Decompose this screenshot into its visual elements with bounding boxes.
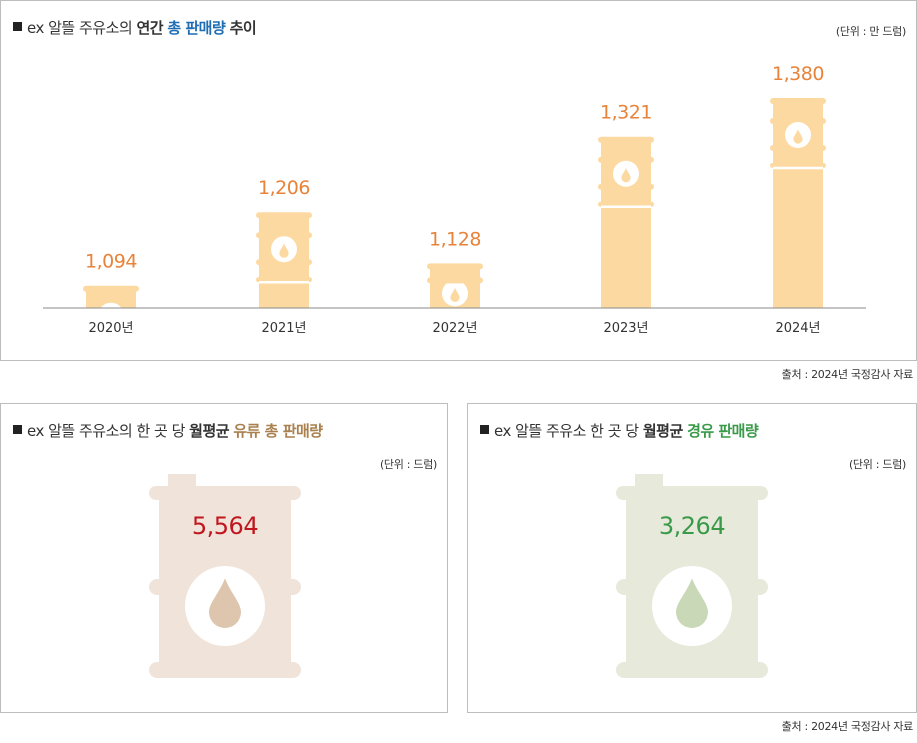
total-fuel-title-highlight: 유류 총 판매량 [233, 422, 323, 440]
total-fuel-title-bold: 월평균 [189, 422, 230, 440]
bar-2021년: 1,206 [256, 177, 312, 308]
barrel-rim [149, 486, 301, 500]
chart-title-bold: 연간 [136, 19, 164, 37]
oil-drop-icon [793, 129, 803, 144]
total-fuel-unit: (단위 : 드럼) [379, 458, 437, 471]
chart-unit: (단위 : 만 드럼) [835, 25, 906, 38]
bullet-square-icon [480, 425, 489, 434]
bar-value-label: 1,206 [258, 177, 310, 199]
x-tick-label: 2023년 [603, 321, 648, 336]
bar-chart: 1,094 2020년 1,206 2021년 1,128 2022년 1,321 2023년… [43, 63, 866, 336]
oil-drop-icon [621, 168, 631, 183]
bar [86, 288, 136, 308]
barrel-band [770, 118, 826, 124]
x-tick-label: 2024년 [775, 321, 820, 336]
chart-title-prefix: ex 알뜰 주유소의 [27, 19, 133, 37]
barrel-band [598, 156, 654, 163]
x-tick-label: 2022년 [432, 321, 477, 336]
oil-barrel-icon [149, 474, 301, 678]
barrel-band [256, 232, 312, 239]
oil-drop-icon [676, 578, 708, 628]
bar-value-label: 1,380 [772, 63, 824, 85]
source-note-bottom: 출처 : 2024년 국정감사 자료 [781, 720, 914, 733]
total-fuel-title-prefix: ex 알뜰 주유소의 한 곳 당 [27, 422, 185, 440]
bar-2022년: 1,128 [427, 228, 483, 308]
oil-barrel-icon [616, 474, 768, 678]
diesel-title-bold: 월평균 [642, 422, 683, 440]
x-tick-label: 2020년 [88, 321, 133, 336]
chart-title-suffix: 추이 [229, 19, 257, 37]
barrel-rim [616, 486, 768, 500]
bar-2020년: 1,094 [83, 251, 139, 308]
chart-title: ex 알뜰 주유소의 연간 총 판매량 추이 [13, 17, 257, 38]
barrel-cap [168, 474, 196, 488]
barrel-cap [635, 474, 663, 488]
total-fuel-title: ex 알뜰 주유소의 한 곳 당 월평균 유류 총 판매량 [13, 420, 323, 441]
chart-title-highlight: 총 판매량 [167, 19, 226, 37]
oil-drop-icon [450, 287, 460, 302]
barrel-rim [616, 662, 768, 678]
bar-value-label: 1,128 [429, 228, 481, 250]
diesel-value: 3,264 [659, 512, 725, 540]
bullet-square-icon [13, 425, 22, 434]
total-fuel-barrel: 5,564 [149, 474, 301, 678]
diesel-title-prefix: ex 알뜰 주유소 한 곳 당 [494, 422, 639, 440]
diesel-title-highlight: 경유 판매량 [687, 422, 759, 440]
source-note-top: 출처 : 2024년 국정감사 자료 [781, 368, 914, 381]
bar-value-label: 1,094 [85, 251, 137, 273]
oil-drop-icon [279, 243, 289, 258]
drop-circle [100, 302, 122, 308]
barrel-band [427, 277, 483, 284]
annual-sales-chart-panel: ex 알뜰 주유소의 연간 총 판매량 추이 (단위 : 만 드럼) 1,094… [0, 0, 917, 361]
x-tick-label: 2021년 [261, 321, 306, 336]
oil-drop-icon [209, 578, 241, 628]
total-fuel-value: 5,564 [192, 512, 258, 540]
bullet-square-icon [13, 22, 22, 31]
diesel-barrel: 3,264 [616, 474, 768, 678]
diesel-monthly-panel: ex 알뜰 주유소 한 곳 당 월평균 경유 판매량 (단위 : 드럼) 3,2… [467, 403, 917, 713]
barrel-rim [149, 662, 301, 678]
diesel-unit: (단위 : 드럼) [848, 458, 906, 471]
bar-2023년: 1,321 [598, 102, 654, 308]
total-fuel-monthly-panel: ex 알뜰 주유소의 한 곳 당 월평균 유류 총 판매량 (단위 : 드럼) … [0, 403, 448, 713]
diesel-title: ex 알뜰 주유소 한 곳 당 월평균 경유 판매량 [480, 420, 759, 441]
bar-value-label: 1,321 [600, 102, 652, 124]
bar-2024년: 1,380 [770, 63, 826, 308]
